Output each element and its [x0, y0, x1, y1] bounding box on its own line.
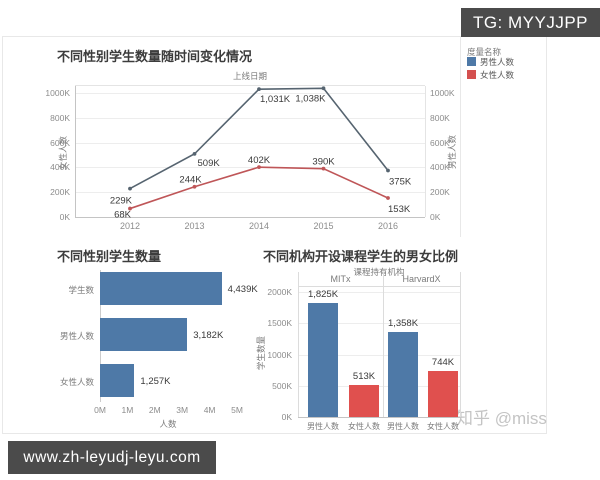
y-axis-tick: 2000K	[267, 287, 292, 298]
vbar-top-axis-title: 课程持有机构	[353, 267, 405, 277]
bar-value-label: 3,182K	[193, 329, 224, 341]
x-category-label: 女性人数	[427, 422, 459, 431]
legend-item-label[interactable]: 女性人数	[480, 70, 515, 80]
plot-border-right	[460, 272, 461, 417]
header-underline	[298, 286, 460, 287]
hbar-chart-title: 不同性别学生数量	[57, 249, 162, 264]
watermark: 知乎 @miss	[456, 409, 547, 428]
legend-swatch-female[interactable]	[467, 70, 476, 79]
bar-value-label: 1,257K	[140, 375, 171, 387]
legend-pane-divider	[460, 37, 461, 237]
y-axis-line	[75, 86, 76, 217]
y-axis-tick-left: 200K	[50, 187, 70, 198]
x-axis-line	[75, 217, 425, 218]
y-axis-tick: 0K	[281, 412, 292, 422]
bar-value-label: 1,825K	[307, 289, 339, 301]
h-bar[interactable]	[100, 318, 188, 351]
y-axis-tick-left: 0K	[59, 212, 70, 222]
v-bar[interactable]	[308, 303, 338, 417]
x-axis-tick: 2M	[148, 405, 161, 415]
bar-category-label: 学生数	[68, 284, 94, 295]
y-axis-tick: 500K	[272, 380, 292, 391]
gridline	[298, 292, 460, 294]
gridline	[298, 385, 460, 387]
bar-value-label: 4,439K	[227, 283, 258, 295]
x-axis-tick: 1M	[121, 405, 134, 415]
bar-value-label: 1,358K	[387, 318, 419, 330]
gridline	[75, 142, 425, 144]
y-axis-tick: 1500K	[267, 318, 292, 329]
bar-category-label: 女性人数	[59, 376, 94, 387]
gridline	[75, 192, 425, 194]
line-chart-title: 不同性别学生数量随时间变化情况	[57, 49, 253, 64]
y-axis-tick-right: 200K	[430, 187, 450, 198]
gridline	[298, 323, 460, 325]
v-bar[interactable]	[349, 385, 379, 417]
dashboard-border	[2, 36, 547, 434]
gridline	[75, 167, 425, 169]
bar-category-label: 男性人数	[59, 330, 94, 341]
y-axis-tick: 1000K	[267, 349, 292, 360]
y-axis-tick-right: 800K	[430, 112, 450, 123]
group-header: HarvardX	[402, 274, 441, 284]
y-axis-tick-right: 600K	[430, 137, 450, 148]
h-bar[interactable]	[100, 364, 135, 397]
x-axis-tick: 2014	[248, 221, 270, 231]
gridline	[75, 93, 425, 94]
y-axis-tick-left: 800K	[50, 112, 70, 123]
group-header: MITx	[330, 274, 351, 284]
v-bar[interactable]	[428, 370, 458, 417]
hbar-x-axis-label: 人数	[159, 419, 177, 429]
legend-item-label[interactable]: 男性人数	[480, 57, 515, 67]
x-category-label: 男性人数	[307, 422, 339, 431]
plot-top-border	[75, 85, 425, 86]
legend-swatch-male[interactable]	[467, 57, 476, 66]
plot-border-left	[298, 272, 299, 417]
bar-value-label: 744K	[431, 356, 455, 368]
x-axis-tick: 3M	[176, 405, 189, 415]
x-axis-tick: 2015	[313, 221, 334, 231]
legend-title: 度量名称	[467, 47, 502, 57]
y-axis-tick-left: 1000K	[45, 88, 70, 98]
h-bar[interactable]	[100, 272, 222, 305]
tg-badge: TG: MYYJJPP	[461, 8, 600, 37]
x-axis-tick: 4M	[203, 405, 216, 415]
x-axis-tick: 2012	[119, 221, 141, 231]
y-axis-tick-right: 1000K	[430, 88, 455, 98]
x-category-label: 男性人数	[387, 422, 419, 431]
gridline	[75, 117, 425, 119]
x-axis-tick: 5M	[231, 405, 243, 415]
x-axis-tick: 0M	[94, 405, 106, 415]
vbar-chart-title: 不同机构开设课程学生的男女比例	[263, 249, 459, 264]
v-bar[interactable]	[388, 332, 418, 417]
plot-right-border	[425, 86, 426, 217]
url-badge: www.zh-leyudj-leyu.com	[8, 441, 216, 474]
x-axis-tick: 2013	[184, 221, 205, 231]
bar-value-label: 513K	[352, 371, 376, 382]
y-axis-tick-left: 400K	[50, 162, 70, 173]
y-axis-tick-left: 600K	[50, 137, 70, 148]
gridline	[298, 354, 460, 356]
x-axis-tick: 2016	[377, 221, 399, 231]
line-chart-top-axis-title: 上线日期	[232, 71, 267, 81]
y-axis-tick-right: 0K	[430, 212, 441, 222]
group-divider	[383, 272, 384, 417]
x-category-label: 女性人数	[348, 422, 380, 431]
x-axis-line	[298, 417, 460, 418]
y-axis-tick-right: 400K	[430, 162, 450, 173]
